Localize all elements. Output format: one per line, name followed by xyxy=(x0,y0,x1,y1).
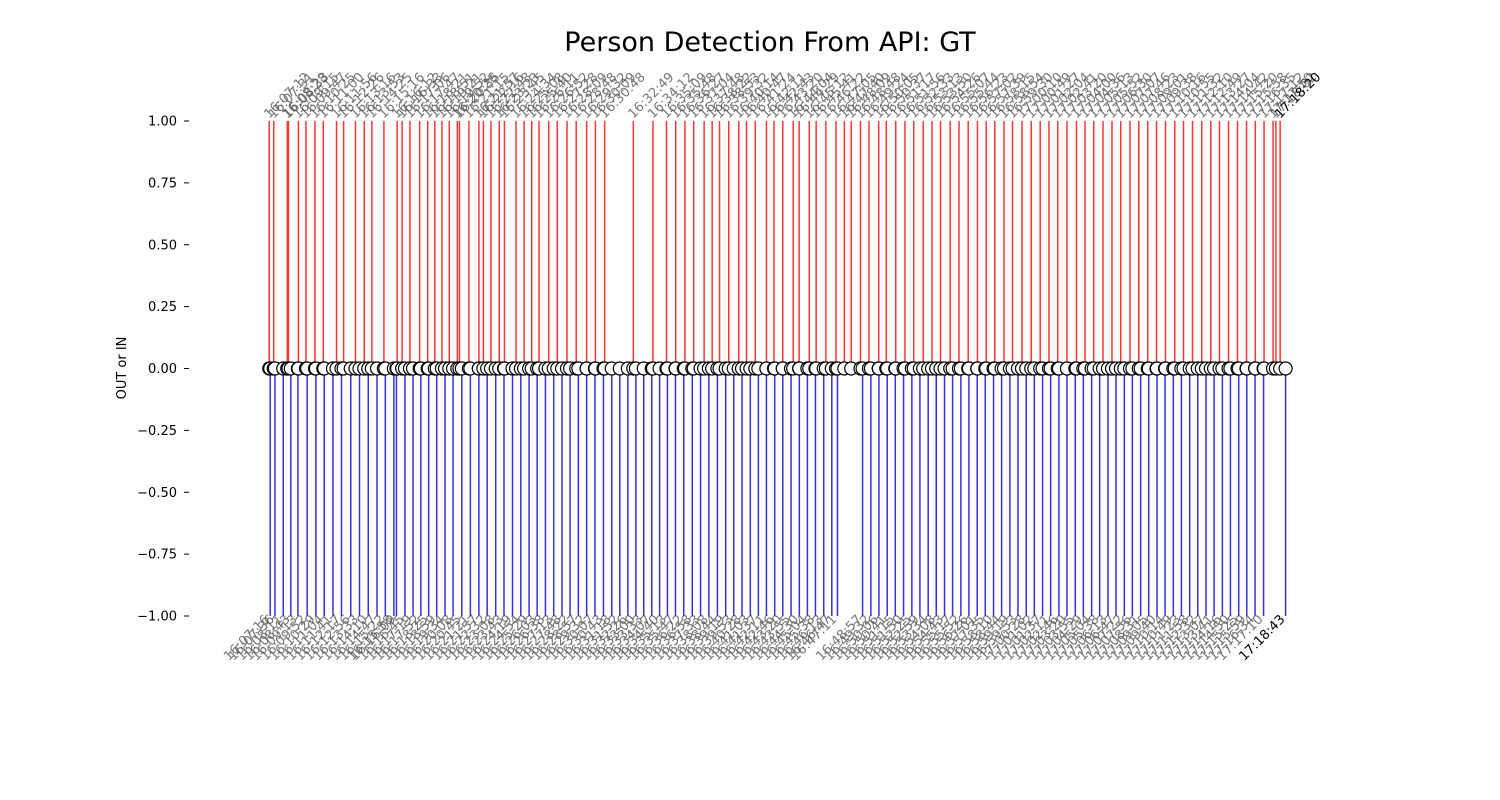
out-labels: 16:07:1616:07:3616:08:1116:08:4316:09:13… xyxy=(221,612,1288,664)
y-axis: 1.00 0.75 0.50 0.25 0.00 −0.25 −0.50 −0.75 −1.00 xyxy=(137,115,189,625)
y-tick-label: −0.25 xyxy=(137,424,177,439)
y-tick-label: −1.00 xyxy=(137,610,177,625)
y-tick-label: 1.00 xyxy=(148,115,177,130)
y-tick-label: 0.00 xyxy=(148,362,177,377)
y-tick-label: 0.25 xyxy=(148,300,177,315)
in-labels: 16:07:1216:07:3116:08:3316:08:2816:09:15… xyxy=(261,70,1324,122)
baseline-markers xyxy=(262,361,1293,376)
y-tick-label: −0.75 xyxy=(137,548,177,563)
chart-title: Person Detection From API: GT xyxy=(564,27,976,58)
out-stems xyxy=(269,368,1287,616)
y-tick-label: −0.50 xyxy=(137,486,177,501)
y-tick-label: 0.75 xyxy=(148,176,177,191)
y-tick-label: 0.50 xyxy=(148,238,177,253)
in-stems xyxy=(268,121,1281,369)
baseline-marker xyxy=(1278,361,1293,376)
y-axis-label: OUT or IN xyxy=(115,337,130,400)
